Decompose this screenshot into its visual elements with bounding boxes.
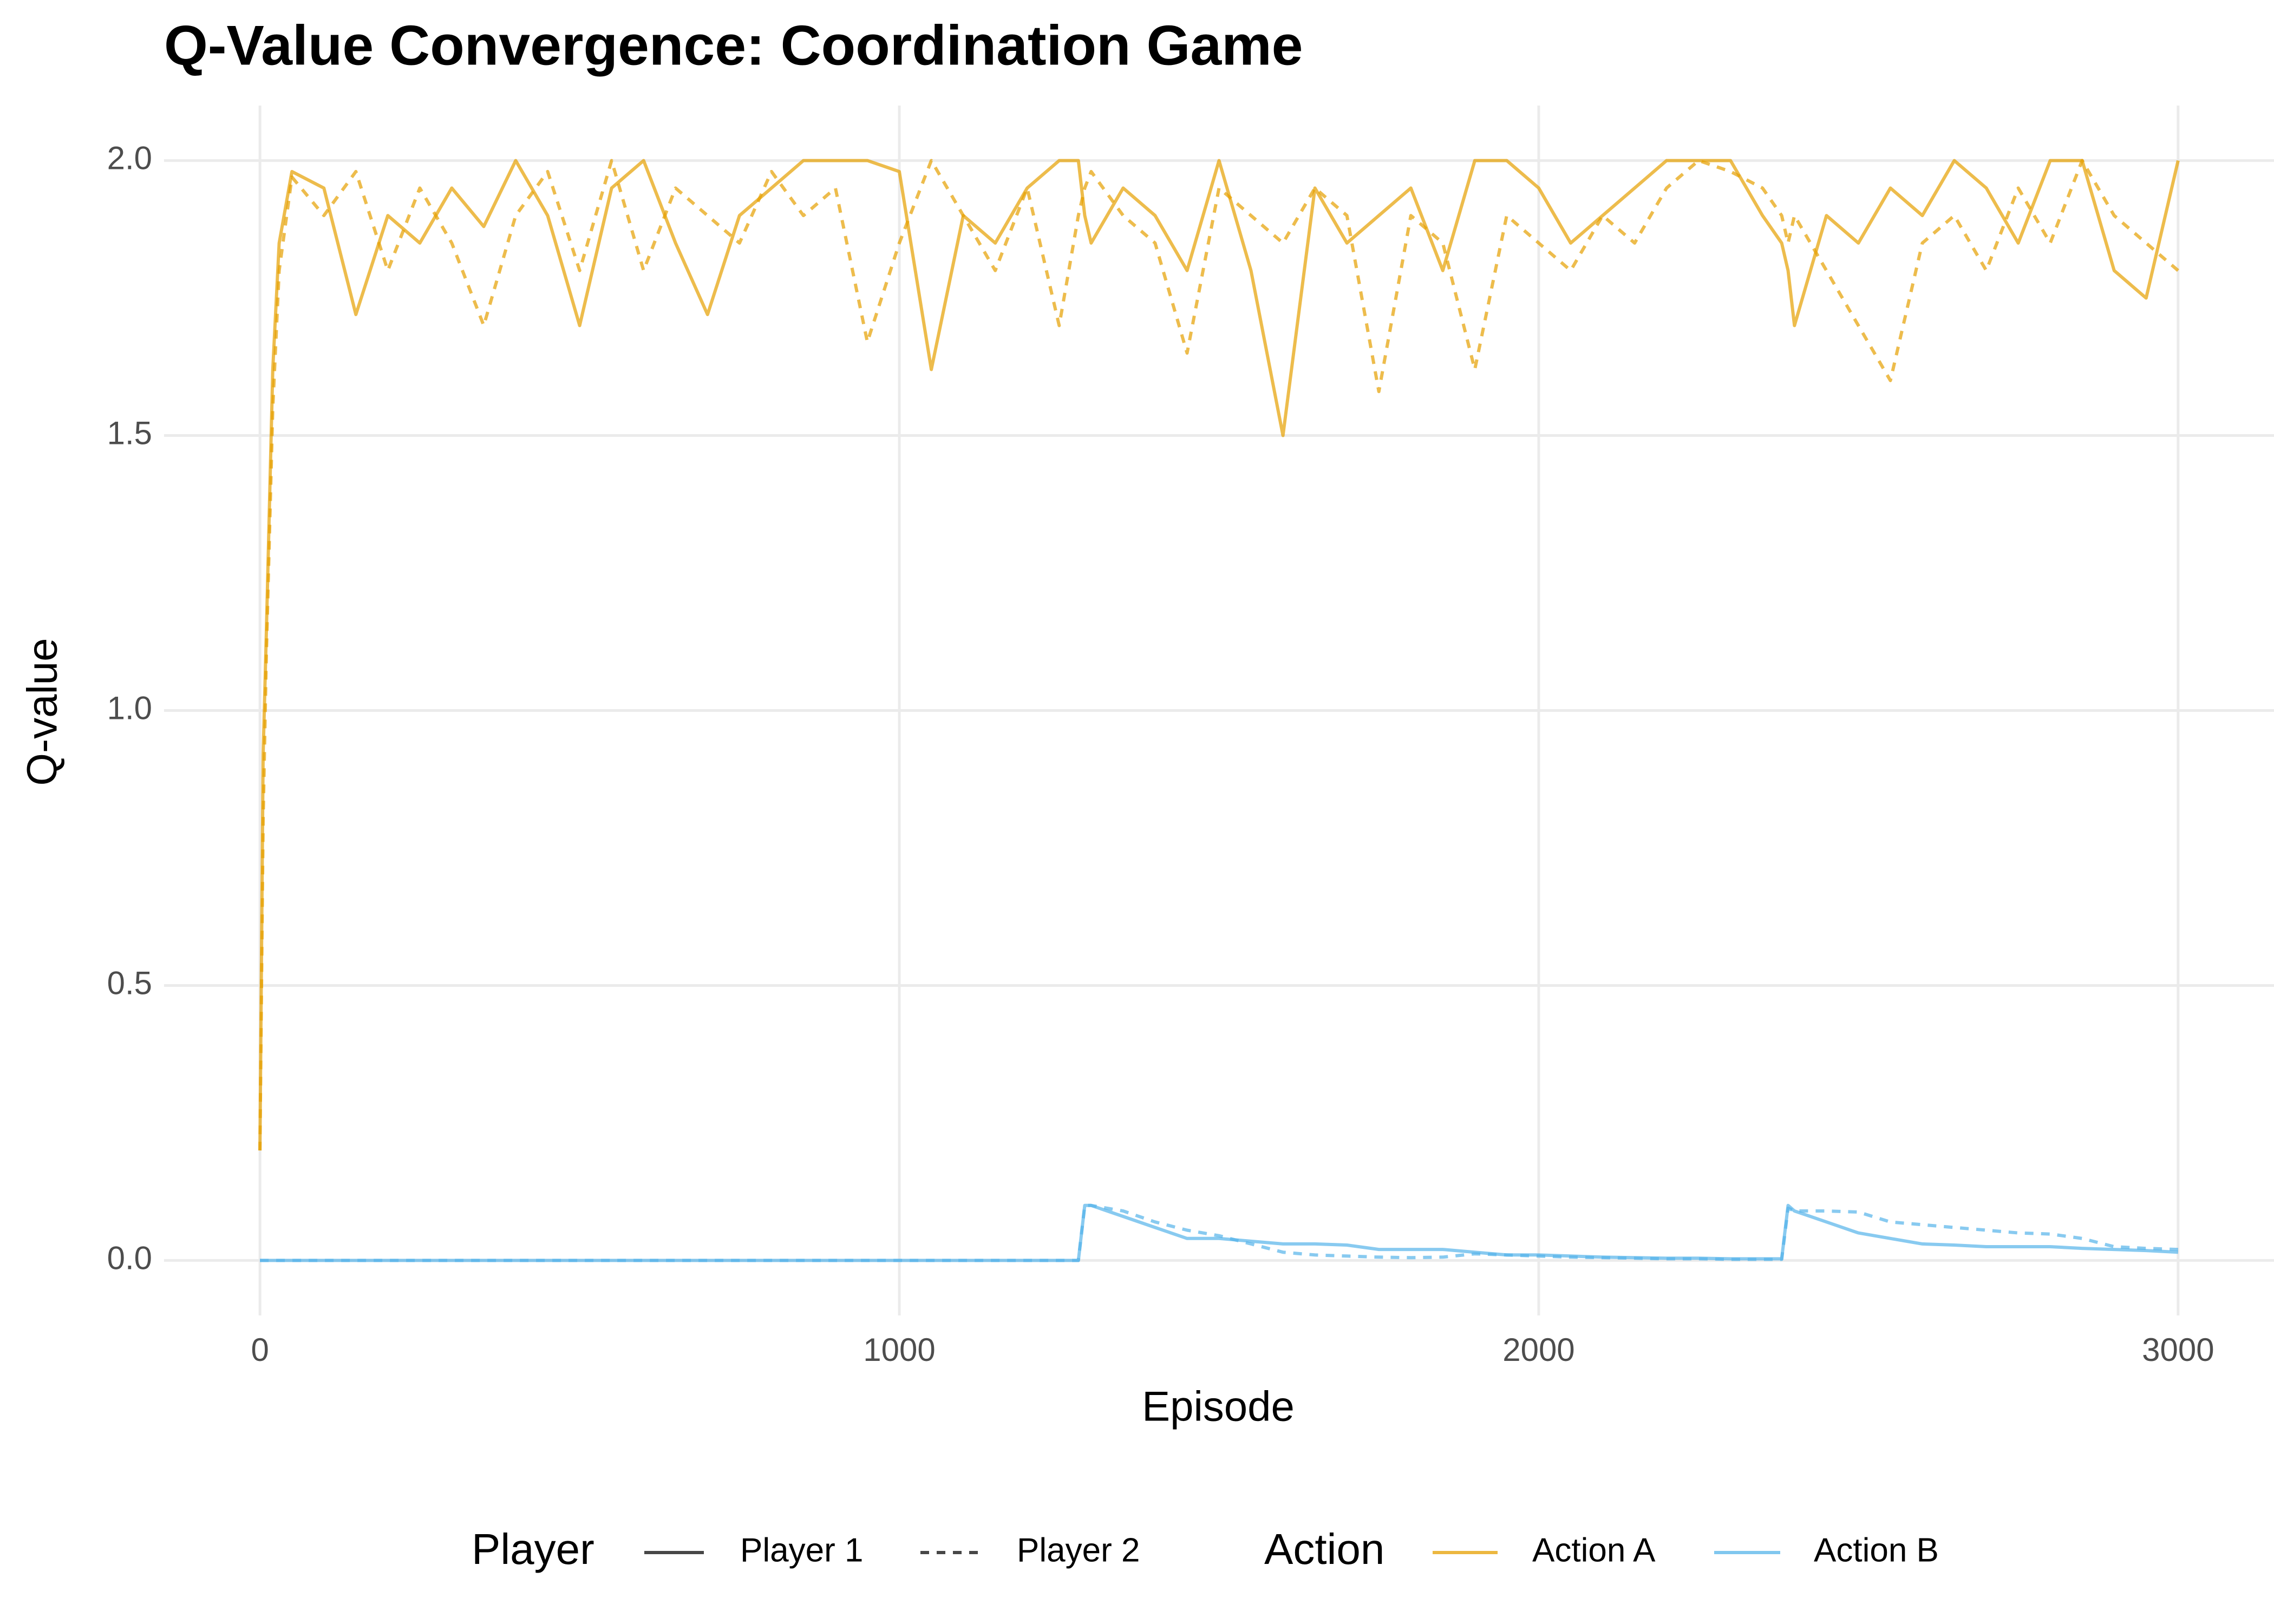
y-tick-label: 1.0 — [107, 690, 152, 726]
legend-label: Action B — [1814, 1531, 1939, 1569]
legend-label: Player 1 — [740, 1531, 863, 1569]
y-tick-label: 0.5 — [107, 965, 152, 1001]
series-line — [258, 159, 2180, 1151]
legend-title: Action — [1264, 1525, 1384, 1573]
series-line — [260, 1203, 2179, 1262]
x-axis-title: Episode — [1142, 1383, 1295, 1430]
legend-label: Action A — [1532, 1531, 1656, 1569]
legend: Player Player 1 Player 2 Action Action A Acti… — [472, 1525, 1939, 1573]
legend-title: Player — [472, 1525, 594, 1573]
x-tick-label: 1000 — [863, 1332, 935, 1368]
y-tick-label: 1.5 — [107, 415, 152, 451]
x-tick-label: 0 — [251, 1332, 269, 1368]
chart-title: Q-Value Convergence: Coordination Game — [164, 14, 1303, 77]
grid — [164, 106, 2274, 1315]
series-line — [260, 1203, 2179, 1262]
legend-label: Player 2 — [1017, 1531, 1140, 1569]
x-tick-label: 2000 — [1502, 1332, 1574, 1368]
x-tick-label: 3000 — [2142, 1332, 2214, 1368]
y-axis-title: Q-value — [18, 638, 66, 785]
y-tick-label: 2.0 — [107, 140, 152, 176]
y-tick-label: 0.0 — [107, 1240, 152, 1276]
plot-lines — [258, 159, 2180, 1262]
series-line — [258, 159, 2179, 1151]
